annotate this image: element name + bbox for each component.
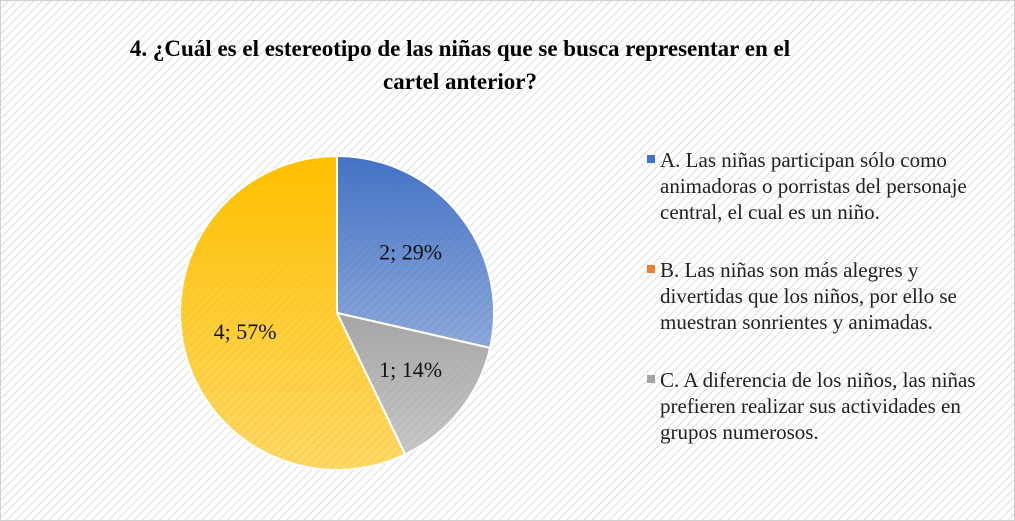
legend-label: A. Las niñas participan sólo como animad… — [660, 148, 967, 224]
pie-slice — [336, 154, 495, 350]
pie-slice — [335, 311, 492, 456]
legend-label: B. Las niñas son más alegres y divertida… — [660, 258, 957, 334]
legend-label: C. A diferencia de los niños, las niñas … — [660, 368, 976, 444]
chart-title: 4. ¿Cuál es el estereotipo de las niñas … — [129, 36, 791, 94]
data-label: 2; 29% — [379, 239, 442, 264]
legend-swatch — [647, 265, 655, 273]
legend-entry: A. Las niñas participan sólo como animad… — [647, 147, 1005, 247]
data-label: 1; 14% — [379, 357, 442, 382]
data-label: 4; 57% — [214, 319, 277, 344]
pie-slice — [179, 154, 407, 471]
legend-entry: C. A diferencia de los niños, las niñas … — [647, 367, 1005, 467]
legend-swatch — [647, 375, 655, 383]
legend-entry: B. Las niñas son más alegres y divertida… — [647, 257, 1005, 357]
legend-swatch — [647, 155, 655, 163]
